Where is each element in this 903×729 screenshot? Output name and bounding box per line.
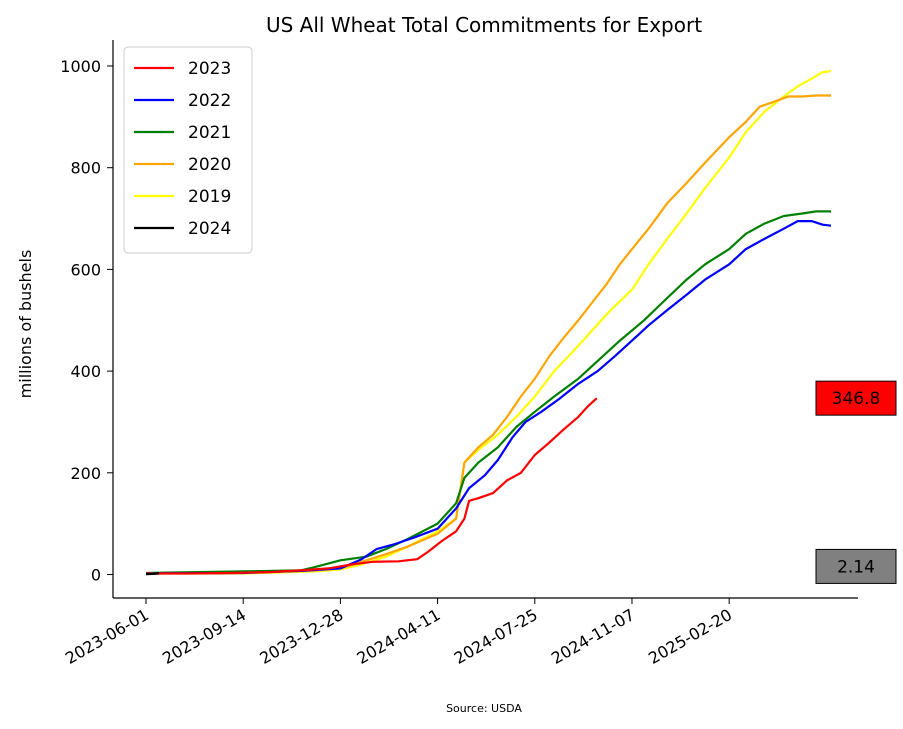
y-tick-label: 800: [70, 159, 101, 178]
legend: 2023 2022 2021 2020 2019 2024: [123, 46, 253, 254]
source-note: Source: USDA: [446, 702, 522, 715]
series-line-2019: [146, 70, 832, 575]
y-tick-label: 200: [70, 464, 101, 483]
legend-label-2020: 2020: [188, 155, 231, 175]
value-annotation-label: 2.14: [837, 557, 875, 577]
series-line-2022: [145, 220, 832, 575]
series-line-2024: [145, 572, 160, 576]
legend-box: [123, 46, 253, 254]
series-line-2020: [145, 94, 831, 575]
x-tick-label: 2024-11-07: [548, 605, 638, 668]
series-line-2023: [146, 397, 598, 575]
legend-label-2019: 2019: [188, 187, 231, 207]
legend-label-2024: 2024: [188, 219, 231, 239]
value-annotation-box: [815, 380, 897, 416]
x-tick-label: 2025-02-20: [645, 605, 735, 668]
x-tick-label: 2023-06-01: [62, 605, 152, 668]
series-line-2021: [145, 210, 831, 575]
x-tick-label: 2023-12-28: [256, 605, 346, 668]
value-annotation-box: [815, 548, 897, 584]
y-tick-label: 0: [91, 566, 101, 585]
y-tick-label: 1000: [60, 57, 101, 76]
y-tick-label: 600: [70, 260, 101, 279]
legend-label-2022: 2022: [188, 91, 231, 111]
y-tick-label: 400: [70, 362, 101, 381]
x-tick-label: 2024-07-25: [451, 605, 541, 668]
value-annotation-label: 346.8: [832, 389, 881, 409]
x-tick-label: 2024-04-11: [354, 605, 444, 668]
x-tick-label: 2023-09-14: [159, 605, 249, 668]
chart-title: US All Wheat Total Commitments for Expor…: [266, 13, 702, 37]
y-axis-label: millions of bushels: [16, 250, 35, 399]
legend-label-2021: 2021: [188, 123, 231, 143]
legend-label-2023: 2023: [188, 59, 231, 79]
